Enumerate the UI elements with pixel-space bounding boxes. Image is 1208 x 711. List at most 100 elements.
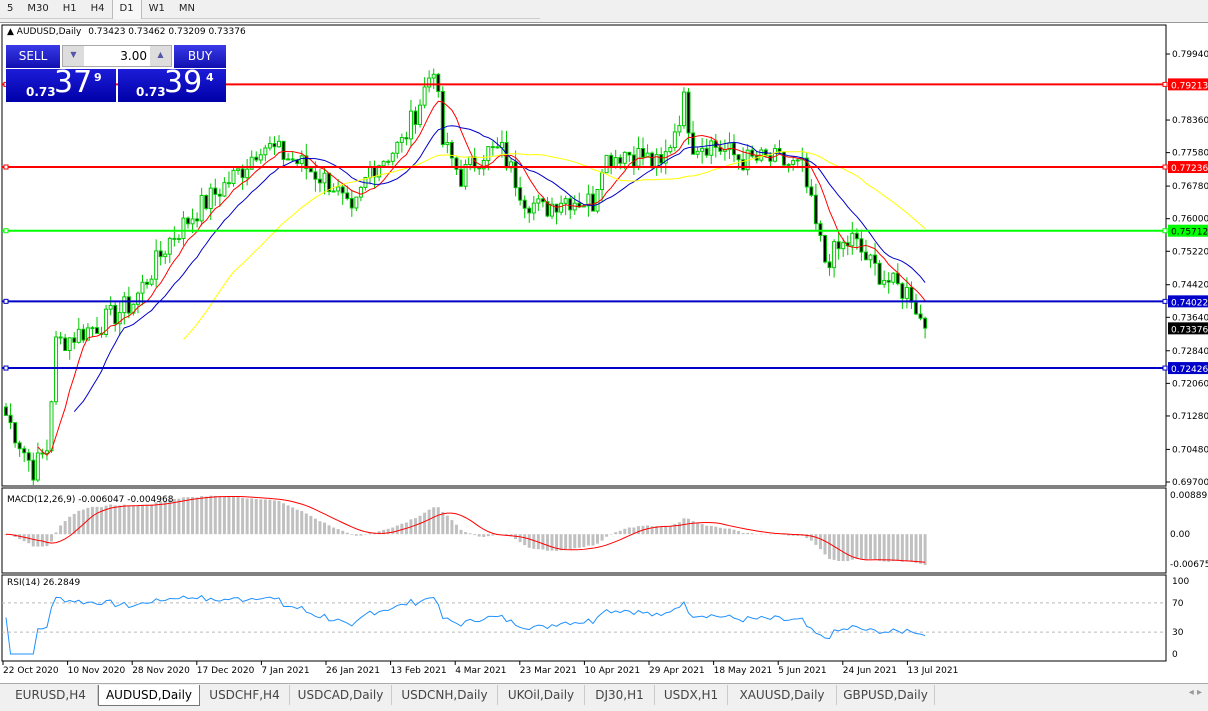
macd-bar <box>300 511 304 535</box>
tab-usdcad-daily[interactable]: USDCAD,Daily <box>290 685 392 705</box>
tab-eurusd-h4[interactable]: EURUSD,H4 <box>4 685 98 705</box>
macd-bar <box>750 533 754 535</box>
macd-bar <box>873 534 877 560</box>
macd-bar <box>714 526 718 535</box>
macd-bar <box>359 534 363 536</box>
rsi-axis-label: 30 <box>1172 628 1184 638</box>
tab-audusd-daily[interactable]: AUDUSD,Daily <box>98 685 200 706</box>
candle <box>823 234 827 263</box>
candle <box>695 150 700 155</box>
tab-usdx-h1[interactable]: USDX,H1 <box>655 685 728 705</box>
candle <box>804 157 809 188</box>
tab-ukoil-daily[interactable]: UKOil,Daily <box>498 685 585 705</box>
candle <box>195 218 200 222</box>
tab-xauusd-daily[interactable]: XAUUSD,Daily <box>728 685 837 705</box>
macd-bar <box>727 528 731 535</box>
tf-m5[interactable]: 5 <box>7 3 14 14</box>
sell-price[interactable]: 0.73 37 9 <box>6 65 116 102</box>
macd-bar <box>832 534 836 560</box>
symbol-label: AUDUSD,Daily <box>16 27 82 37</box>
candle <box>176 238 181 241</box>
tf-h4[interactable]: H4 <box>90 3 105 14</box>
macd-bar <box>618 530 622 535</box>
candle <box>85 327 90 341</box>
tf-m30[interactable]: M30 <box>27 3 49 14</box>
lot-increase-icon[interactable]: ▲ <box>150 46 171 66</box>
candle <box>650 152 655 167</box>
macd-bar <box>905 534 909 562</box>
macd-bar <box>791 534 795 536</box>
macd-bar <box>268 499 272 535</box>
tab-usdcnh-daily[interactable]: USDCNH,Daily <box>392 685 498 705</box>
macd-bar <box>737 531 741 535</box>
candle <box>791 160 796 165</box>
macd-bar <box>40 534 44 547</box>
candle <box>672 131 677 149</box>
tf-h1[interactable]: H1 <box>62 3 77 14</box>
tf-d1[interactable]: D1 <box>111 0 142 19</box>
candle <box>390 152 395 162</box>
candle <box>681 91 686 127</box>
candle <box>827 261 832 269</box>
macd-bar <box>213 495 217 535</box>
macd-bar <box>809 534 813 541</box>
macd-bar <box>591 534 595 546</box>
candle <box>231 169 236 185</box>
price-tick-label: 0.75220 <box>1172 247 1208 257</box>
chart-header: ▲ AUDUSD,Daily 0.73423 0.73462 0.73209 0… <box>7 27 246 37</box>
candle <box>104 308 109 335</box>
candle <box>700 147 705 152</box>
macd-bar <box>545 534 549 551</box>
candle <box>263 147 268 156</box>
candle <box>126 296 131 314</box>
candle <box>854 232 859 240</box>
macd-bar <box>131 506 135 535</box>
macd-bar <box>414 518 417 535</box>
macd-bar <box>345 532 349 535</box>
macd-bar <box>181 497 185 535</box>
candle <box>72 337 77 343</box>
tf-mn[interactable]: MN <box>178 3 195 14</box>
candle <box>709 140 714 156</box>
chart-canvas[interactable]: 0.79213 0.77236 0.75712 0.74022 0.72426 0.799… <box>0 23 1208 684</box>
candle <box>117 312 122 325</box>
candle <box>918 313 923 319</box>
tab-usdchf-h4[interactable]: USDCHF,H4 <box>200 685 290 705</box>
tf-w1[interactable]: W1 <box>148 3 165 14</box>
macd-bar <box>787 534 791 536</box>
tab-gbpusd-daily[interactable]: GBPUSD,Daily <box>837 685 935 705</box>
candle <box>40 452 45 455</box>
lot-decrease-icon[interactable]: ▼ <box>63 46 84 66</box>
buy-price[interactable]: 0.73 39 4 <box>118 65 226 102</box>
price-tick-label: 0.79940 <box>1172 50 1208 60</box>
macd-bar <box>869 534 872 560</box>
tab-dj30-h1[interactable]: DJ30,H1 <box>585 685 655 705</box>
macd-bar <box>559 534 563 551</box>
macd-bar <box>659 526 663 535</box>
macd-bar <box>450 520 454 535</box>
sell-button[interactable]: SELL <box>6 45 60 68</box>
macd-bar <box>482 534 486 538</box>
macd-bar <box>318 521 322 535</box>
level-price-label: 0.72426 <box>1171 365 1208 375</box>
macd-bar <box>427 509 431 535</box>
macd-bar <box>855 534 859 559</box>
candle <box>8 414 13 424</box>
buy-button[interactable]: BUY <box>174 45 226 68</box>
lot-value[interactable]: 3.00 <box>120 49 147 63</box>
chart-window[interactable]: 0.79213 0.77236 0.75712 0.74022 0.72426 0.799… <box>0 22 1208 683</box>
candle <box>404 136 409 140</box>
macd-bar <box>350 534 354 535</box>
candle <box>76 328 81 343</box>
candle <box>527 207 532 214</box>
price-tick-label: 0.72840 <box>1172 347 1208 357</box>
macd-bar <box>646 525 650 535</box>
tab-scroll-arrows-icon[interactable]: ◂ ▸ <box>1188 687 1202 698</box>
macd-bar <box>341 530 345 535</box>
collapse-triangle-icon[interactable]: ▲ <box>7 27 14 37</box>
macd-bar <box>72 513 76 535</box>
macd-bar <box>241 497 245 535</box>
rsi-line <box>5 594 926 655</box>
ohlc-values: 0.73423 0.73462 0.73209 0.73376 <box>88 27 246 37</box>
lot-size-input[interactable]: ▼ 3.00 ▲ <box>62 45 172 67</box>
